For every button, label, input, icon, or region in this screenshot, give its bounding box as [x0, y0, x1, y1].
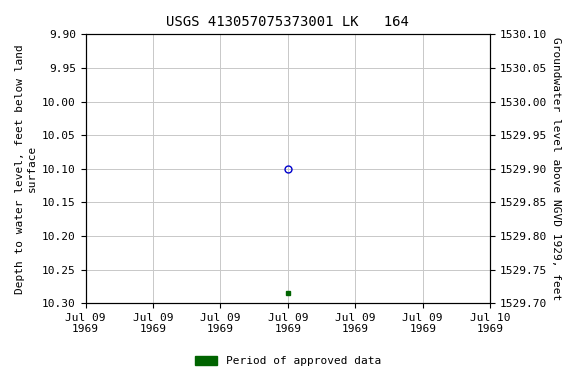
- Title: USGS 413057075373001 LK   164: USGS 413057075373001 LK 164: [166, 15, 410, 29]
- Y-axis label: Groundwater level above NGVD 1929, feet: Groundwater level above NGVD 1929, feet: [551, 37, 561, 300]
- Legend: Period of approved data: Period of approved data: [191, 352, 385, 371]
- Y-axis label: Depth to water level, feet below land
surface: Depth to water level, feet below land su…: [15, 44, 37, 294]
